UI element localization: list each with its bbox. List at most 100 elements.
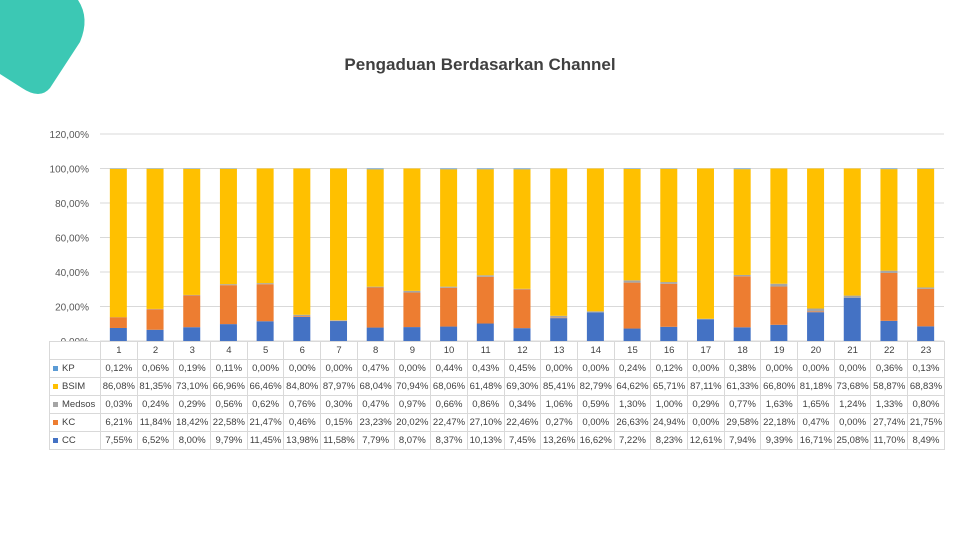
data-label: 0,19% [173,359,212,378]
x-tick-label: 14 [576,341,615,360]
x-tick-label: 9 [393,341,432,360]
data-label: 7,22% [613,431,652,450]
bar-segment-bsim [146,168,164,309]
bar-segment-medsos [880,270,898,273]
data-label: 18,42% [173,413,212,432]
bar-segment-bsim [366,169,384,287]
data-label: 81,35% [136,377,175,396]
bar-segment-bsim [623,168,641,281]
bar-segment-medsos [366,286,384,288]
bar-segment-bsim [586,168,604,312]
data-label: 0,46% [283,413,322,432]
bar-segment-medsos [770,283,788,287]
bar-segment-medsos [403,290,421,293]
bar-segment-bsim [807,168,825,309]
bar-segment-medsos [219,284,237,286]
bar-segment-medsos [696,318,714,320]
legend-swatch [53,365,58,371]
bar-segment-cc [513,328,531,341]
bar-segment-cc [696,319,714,341]
data-label: 8,49% [907,431,945,450]
bar-segment-medsos [586,311,604,313]
y-tick-label: 0,00% [61,337,89,341]
data-label: 68,83% [907,377,945,396]
data-label: 0,34% [503,395,542,414]
data-label: 0,86% [466,395,505,414]
bar-segment-kc [440,287,458,327]
x-tick-label: 3 [173,341,212,360]
data-label: 7,79% [356,431,395,450]
bar-segment-medsos [476,275,494,277]
data-label: 1,65% [797,395,835,414]
bar-segment-kp [440,168,458,170]
data-label: 1,00% [650,395,688,414]
legend-entry: KP [49,359,101,378]
x-tick-label: 4 [210,341,248,360]
bar-segment-kc [219,285,237,325]
data-label: 27,10% [466,413,505,432]
bar-segment-kc [256,284,274,322]
bar-segment-cc [403,327,421,341]
bar-segment-bsim [293,168,311,315]
data-label: 8,23% [650,431,688,450]
data-label: 0,80% [907,395,945,414]
bar-segment-medsos [917,287,935,289]
data-label: 7,55% [100,431,138,450]
bar-segment-kc [403,292,421,328]
legend-label: KP [62,363,75,374]
data-label: 0,29% [173,395,212,414]
data-label: 11,70% [870,431,909,450]
bar-segment-cc [917,326,935,341]
x-tick-label: 12 [503,341,542,360]
bar-segment-medsos [256,283,274,285]
data-label: 21,47% [246,413,285,432]
data-label: 66,80% [760,377,799,396]
bar-segment-medsos [293,314,311,317]
data-label: 0,29% [687,395,725,414]
data-label: 0,62% [246,395,285,414]
bar-segment-bsim [917,168,935,288]
data-label: 0,00% [797,359,835,378]
x-tick-label: 21 [833,341,872,360]
bar-segment-kc [293,316,311,317]
bar-segment-bsim [476,169,494,276]
data-label: 0,00% [393,359,432,378]
data-label: 10,13% [466,431,505,450]
data-table: 1 2 3 4 5 6 7 8 9 10 11 12 13 14 15 16 17 18 19 20 21 22 23 KP 0… [49,341,945,450]
data-label: 81,18% [797,377,835,396]
x-tick-label: 16 [650,341,688,360]
bar-segment-kc [660,283,678,327]
data-label: 0,77% [723,395,762,414]
data-label: 0,13% [907,359,945,378]
x-tick-label: 2 [136,341,175,360]
data-label: 61,33% [723,377,762,396]
bar-segment-kc [880,272,898,321]
data-label: 0,24% [613,359,652,378]
bar-segment-cc [807,312,825,341]
data-label: 1,33% [870,395,909,414]
bar-segment-cc [109,327,127,341]
legend-entry: Medsos [49,395,101,414]
bar-segment-cc [256,321,274,341]
data-label: 1,24% [833,395,872,414]
data-label: 0,38% [723,359,762,378]
y-tick-label: 20,00% [55,303,89,314]
data-label: 0,27% [540,413,578,432]
data-label: 85,41% [540,377,578,396]
x-tick-label: 19 [760,341,799,360]
data-label: 8,37% [430,431,468,450]
data-label: 86,08% [100,377,138,396]
data-label: 68,06% [430,377,468,396]
bar-segment-cc [660,326,678,341]
data-label: 22,46% [503,413,542,432]
data-label: 0,30% [320,395,358,414]
data-label: 66,46% [246,377,285,396]
data-label: 23,23% [356,413,395,432]
data-label: 0,97% [393,395,432,414]
legend-swatch [53,437,58,443]
data-label: 0,36% [870,359,909,378]
y-tick-label: 80,00% [55,199,89,210]
data-label: 0,59% [576,395,615,414]
corner-decoration-shape [0,0,85,94]
table-row: CC 7,55% 6,52% 8,00% 9,79% 11,45% 13,98% 11,58%… [49,431,945,450]
